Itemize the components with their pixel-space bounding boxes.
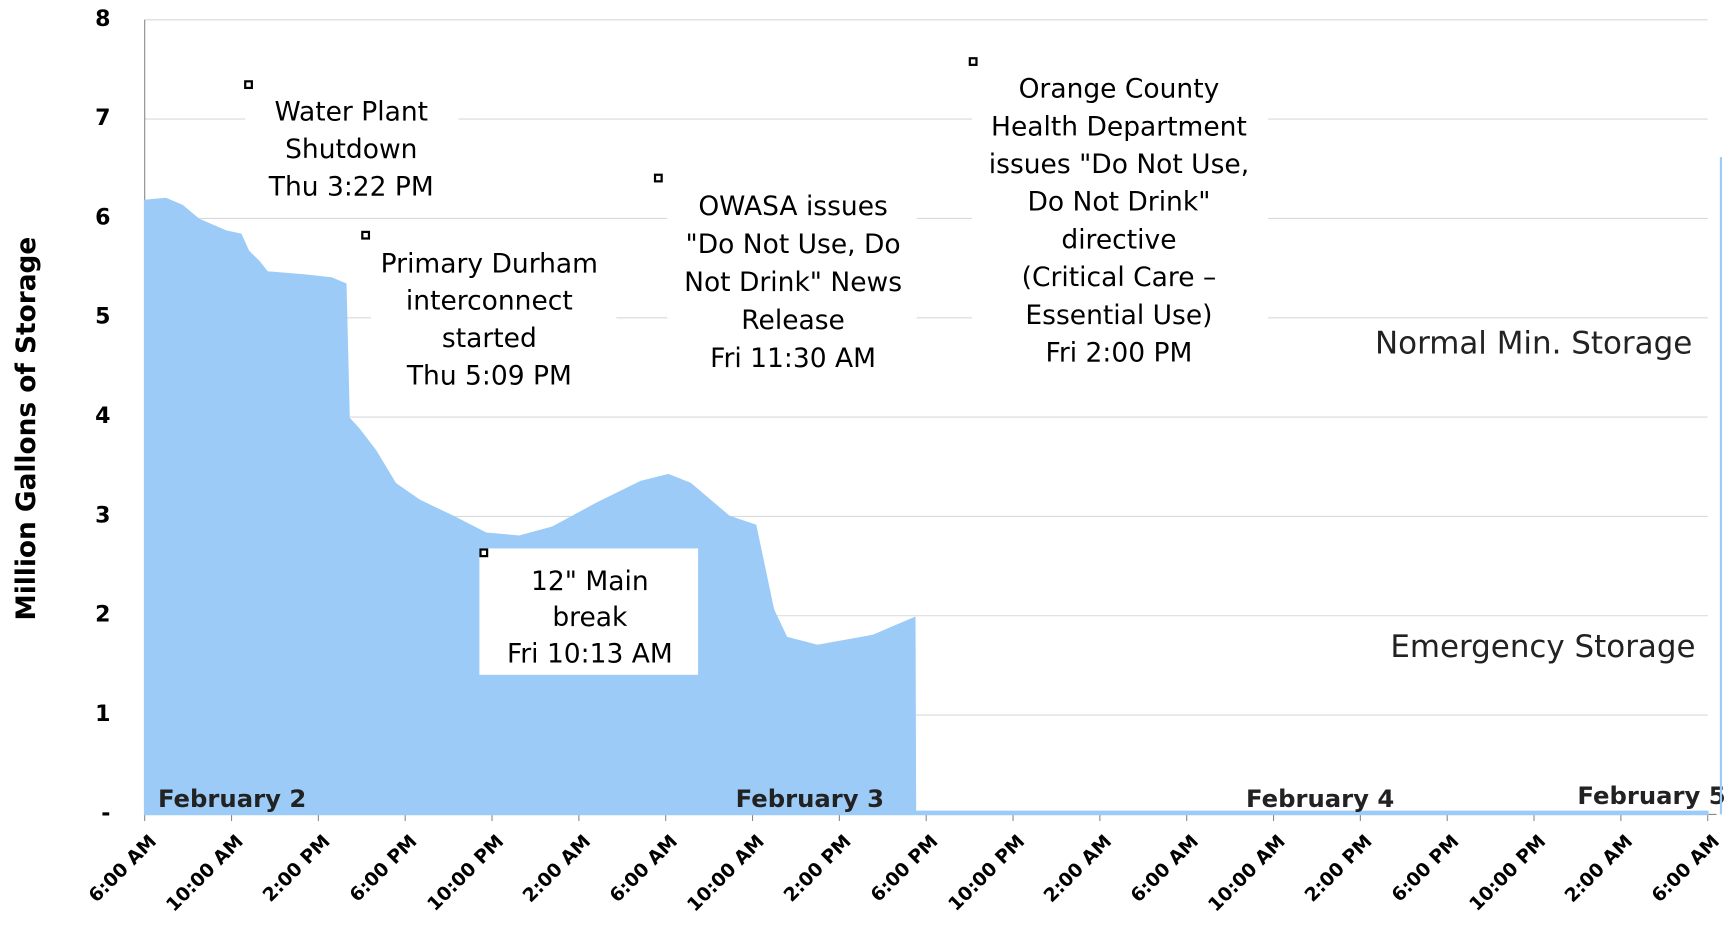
annotation-text: started — [442, 323, 537, 354]
annotation-text: Essential Use) — [1025, 300, 1212, 331]
y-tick-label: 4 — [95, 404, 110, 429]
x-tick-label: 2:00 PM — [259, 831, 334, 906]
annotation-box — [479, 548, 699, 675]
annotation-text: "Do Not Use, Do — [686, 229, 901, 260]
annotation-text: Do Not Drink" — [1027, 187, 1210, 218]
y-tick-label: - — [101, 801, 110, 826]
y-tick-label: 7 — [95, 106, 110, 131]
annotation-text: Release — [741, 305, 845, 336]
annotation-text: Water Plant — [274, 97, 428, 128]
y-tick-label: 6 — [95, 205, 110, 230]
annotation-marker — [479, 548, 489, 558]
annotation-text: Fri 11:30 AM — [710, 343, 876, 374]
annotation-text: Thu 3:22 PM — [268, 171, 434, 202]
annotation-text: Shutdown — [285, 134, 417, 165]
annotation-box — [245, 92, 459, 209]
annotation-text: directive — [1061, 224, 1176, 255]
date-label: February 4 — [1246, 784, 1394, 813]
annotation-text: issues "Do Not Use, — [989, 149, 1249, 180]
x-tick-label: 6:00 AM — [1648, 831, 1724, 907]
annotation-marker — [244, 80, 253, 90]
annotation-box — [371, 241, 617, 402]
annotation-text: interconnect — [406, 286, 573, 317]
x-tick-label: 2:00 AM — [1040, 831, 1116, 907]
annotation-marker — [968, 57, 978, 66]
annotation-text: OWASA issues — [698, 191, 888, 222]
x-tick-label: 6:00 AM — [1127, 831, 1203, 907]
level-label: Emergency Storage — [1390, 629, 1695, 665]
level-label: Normal Min. Storage — [1375, 326, 1692, 362]
x-tick-label: 2:00 PM — [1301, 831, 1376, 906]
y-tick-label: 2 — [95, 603, 110, 628]
annotation-text: Health Department — [991, 111, 1247, 142]
x-tick-label: 10:00 PM — [1466, 831, 1551, 915]
x-tick-label: 6:00 PM — [1388, 831, 1463, 906]
x-tick-label: 10:00 PM — [424, 831, 509, 915]
annotation-box — [667, 183, 917, 380]
x-tick-label: 10:00 AM — [163, 831, 248, 916]
y-tick-label: 8 — [95, 7, 110, 32]
annotation-text: Thu 5:09 PM — [406, 361, 572, 392]
annotation-text: Primary Durham — [381, 248, 598, 279]
x-tick-label: 2:00 AM — [519, 831, 595, 907]
annotation-text: Orange County — [1019, 74, 1220, 105]
annotation-text: Not Drink" News — [684, 267, 902, 298]
x-tick-label: 2:00 AM — [1561, 831, 1637, 907]
date-label: February 5 — [1577, 781, 1725, 810]
x-tick-label: 10:00 AM — [684, 831, 769, 916]
annotation-text: Fri 10:13 AM — [507, 639, 673, 670]
annotation-box — [972, 65, 1269, 374]
x-tick-label: 6:00 AM — [85, 831, 161, 907]
x-tick-label: 10:00 AM — [1205, 831, 1290, 916]
y-tick-label: 3 — [95, 503, 110, 528]
annotation-marker — [653, 173, 663, 183]
y-tick-label: 1 — [95, 702, 110, 727]
y-tick-label: 5 — [95, 305, 110, 330]
x-tick-label: 6:00 AM — [606, 831, 682, 907]
x-tick-label: 2:00 PM — [780, 831, 855, 906]
annotation-text: 12" Main — [531, 566, 649, 597]
annotation-marker — [361, 230, 371, 240]
annotation-text: (Critical Care – — [1022, 262, 1217, 293]
y-axis-title: Million Gallons of Storage — [11, 237, 42, 621]
annotation-text: break — [552, 602, 628, 633]
annotation-text: Fri 2:00 PM — [1046, 338, 1193, 369]
x-tick-label: 10:00 PM — [945, 831, 1030, 915]
x-tick-label: 6:00 PM — [346, 831, 421, 906]
date-label: February 3 — [736, 784, 884, 813]
date-label: February 2 — [158, 784, 306, 813]
x-tick-label: 6:00 PM — [867, 831, 942, 906]
